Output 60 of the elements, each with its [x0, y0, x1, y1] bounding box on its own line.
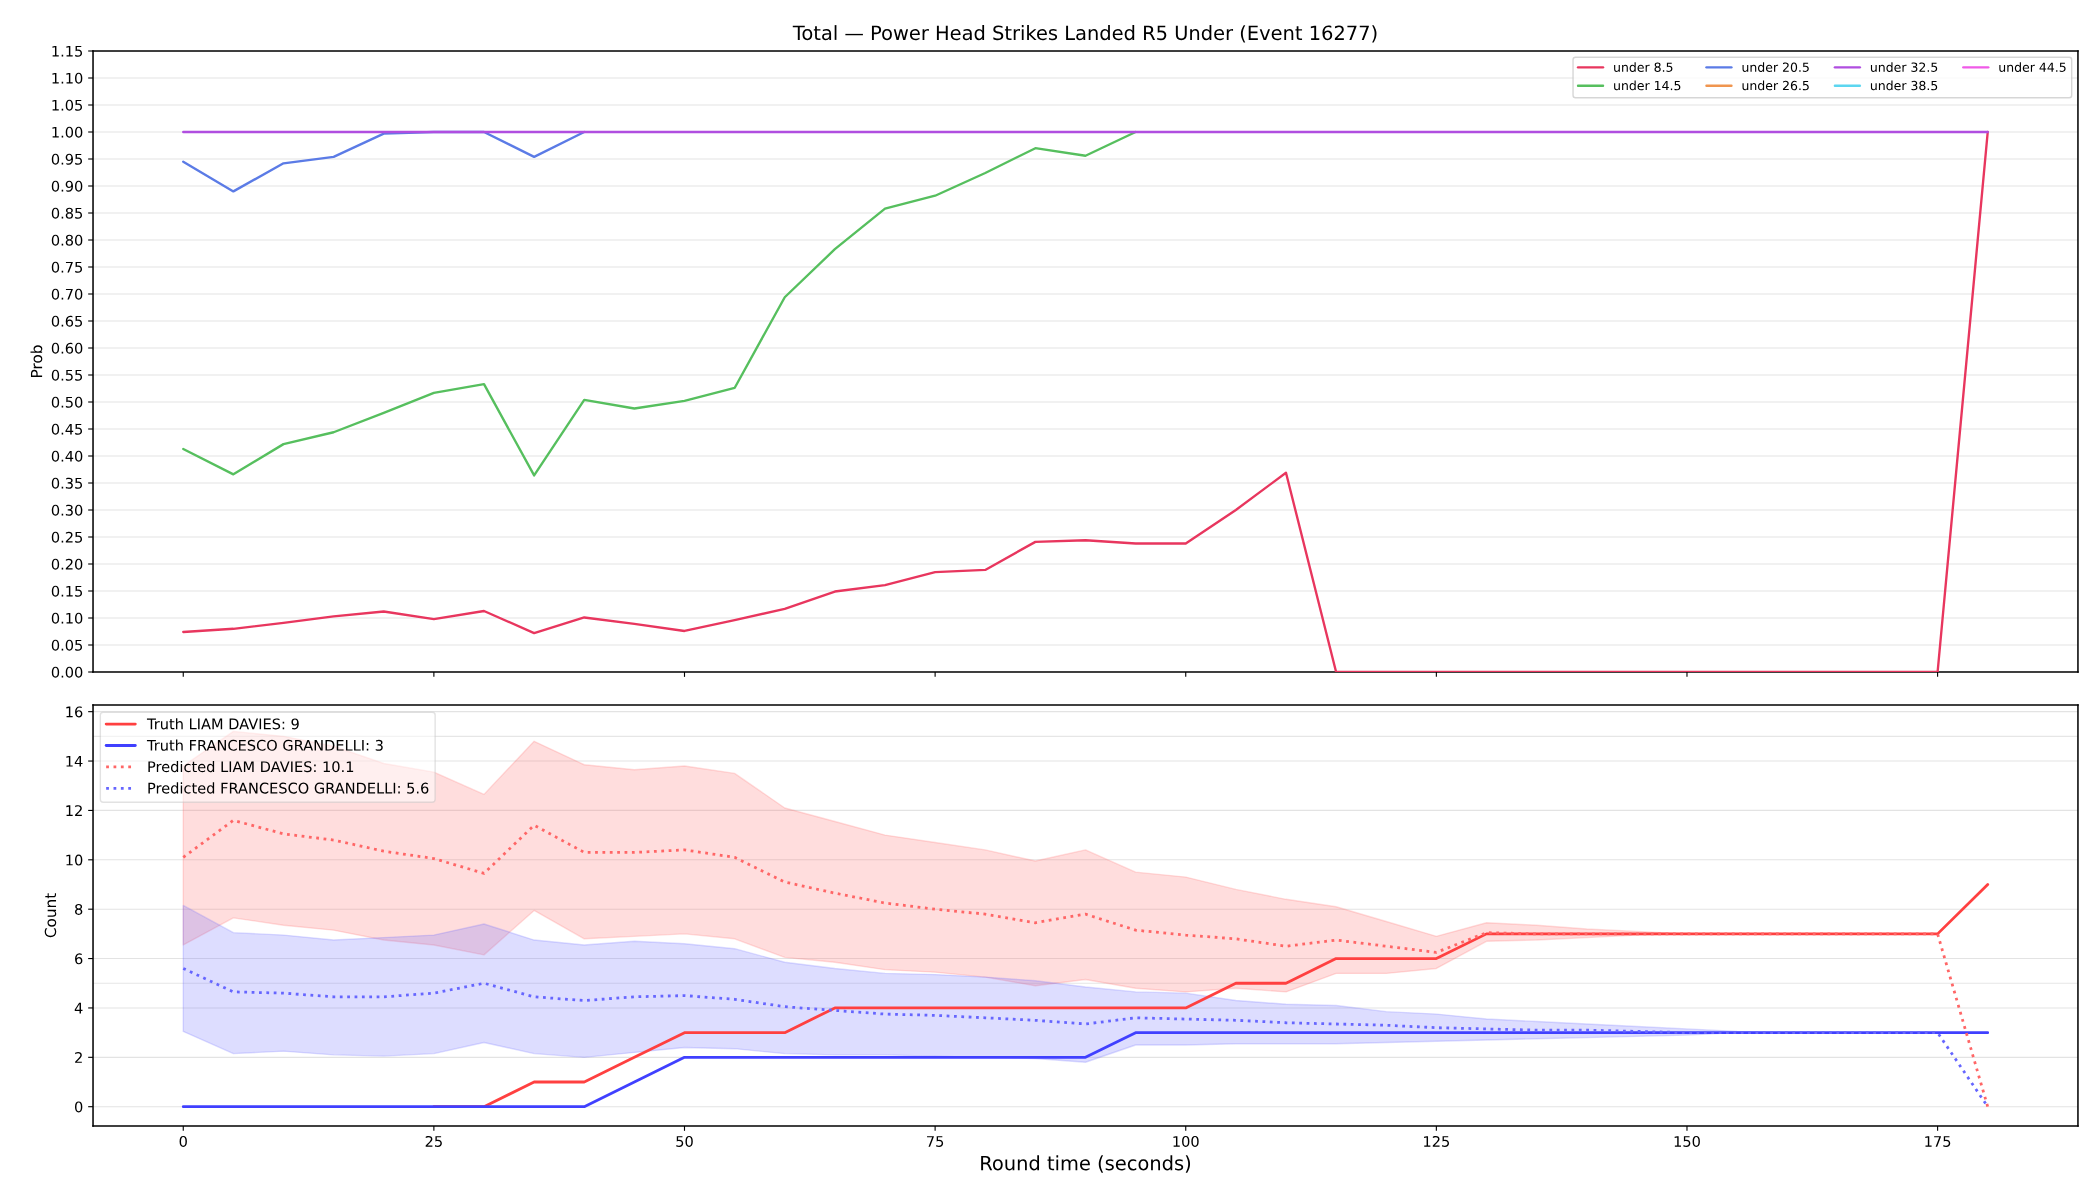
x-tick-label: 125 [1424, 1135, 1449, 1147]
x-tick-label: 175 [1925, 1136, 1951, 1147]
y-tick-label: 0.25 [51, 531, 83, 543]
y-tick-label: 2 [75, 1052, 82, 1063]
legend-label: under 8.5 [1614, 62, 1673, 72]
x-axis-title: Round time (seconds) [981, 1155, 1191, 1173]
y-tick-label: 0.30 [51, 504, 83, 516]
y-tick-label: 0 [74, 1101, 83, 1113]
y-tick-label: 0.40 [51, 450, 83, 462]
y-tick-label: 0.60 [51, 342, 83, 354]
y-tick-label: 0.90 [51, 180, 83, 192]
y-tick-label: 1.10 [52, 72, 83, 84]
y-tick-label: 1.15 [52, 45, 83, 57]
x-tick-label: 25 [425, 1135, 442, 1147]
legend-label: under 14.5 [1614, 80, 1681, 91]
legend-label: under 20.5 [1742, 62, 1809, 72]
legend-label: Truth LIAM DAVIES: 9 [146, 718, 299, 730]
x-tick-label: 0 [179, 1135, 187, 1147]
y-tick-label: 0.70 [51, 288, 83, 300]
y-tick-label: 0.05 [51, 639, 83, 651]
x-tick-label: 100 [1173, 1135, 1199, 1147]
line-series [182, 130, 1989, 672]
legend-label: Predicted LIAM DAVIES: 10.1 [148, 760, 354, 773]
y-tick-label: 0.65 [51, 315, 83, 327]
legend-label: under 38.5 [1870, 80, 1938, 91]
y-tick-label: 0.45 [51, 423, 83, 435]
y-tick-label: 1.05 [52, 99, 83, 111]
y-tick-label: 16 [66, 706, 83, 718]
line-series [181, 1031, 1990, 1109]
y-tick-label: 12 [66, 805, 82, 816]
legend-label: under 32.5 [1870, 62, 1938, 72]
y-tick-label: 0.75 [51, 261, 83, 273]
y-tick-label: 4 [74, 1002, 83, 1014]
y-tick-label: 0.35 [51, 477, 83, 489]
legend-label: under 26.5 [1742, 80, 1809, 91]
y-tick-label: 0.85 [51, 207, 83, 219]
y-tick-label: 0.00 [51, 666, 83, 678]
legend-label: Truth FRANCESCO GRANDELLI: 3 [146, 739, 383, 751]
y-tick-label: 0.20 [51, 558, 83, 570]
y-axis-title: Prob [30, 345, 43, 377]
legend-label: Predicted FRANCESCO GRANDELLI: 5.6 [148, 782, 429, 794]
y-axis-title: Count [44, 893, 57, 938]
line-series [181, 818, 1990, 1109]
y-tick-label: 0.55 [51, 369, 83, 381]
y-tick-label: 0.50 [51, 396, 83, 408]
chart-title: Total — Power Head Strikes Landed R5 Under (Event 16277) [792, 25, 1377, 43]
y-tick-label: 1.00 [52, 126, 83, 138]
y-tick-label: 14 [66, 755, 83, 767]
y-tick-label: 6 [75, 953, 83, 965]
line-series [182, 130, 1137, 477]
y-tick-label: 0.15 [51, 585, 83, 597]
x-tick-label: 50 [676, 1135, 693, 1147]
y-tick-label: 0.95 [51, 153, 83, 165]
y-tick-label: 0.10 [51, 612, 83, 624]
x-tick-label: 75 [927, 1136, 944, 1147]
y-tick-label: 8 [75, 903, 83, 915]
y-tick-label: 10 [66, 854, 83, 866]
y-tick-label: 0.80 [51, 234, 83, 246]
x-tick-label: 150 [1674, 1135, 1700, 1147]
legend-label: under 44.5 [1999, 62, 2066, 72]
